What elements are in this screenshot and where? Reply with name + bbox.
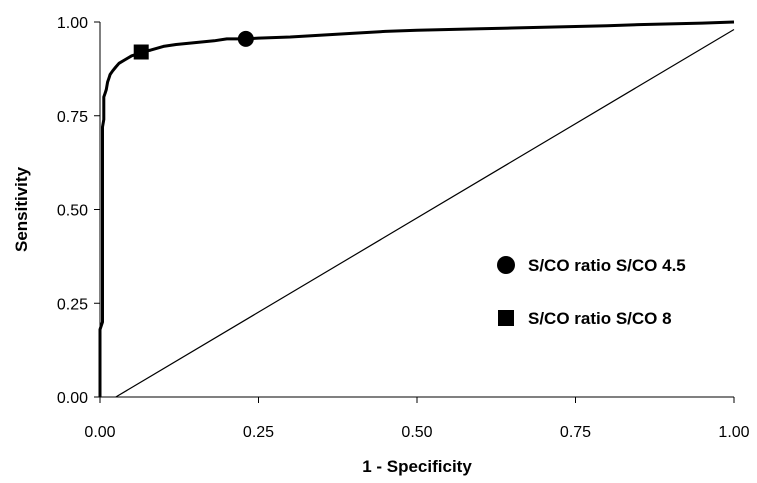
- x-tick-label: 0.50: [401, 424, 432, 441]
- y-tick-label: 0.75: [57, 109, 88, 126]
- reference-line: [115, 28, 735, 398]
- legend-square-icon: [498, 310, 514, 326]
- marker-layer: [133, 30, 254, 60]
- x-tick-label: 0.25: [243, 424, 274, 441]
- x-axis-title: 1 - Specificity: [362, 457, 472, 476]
- marker-circle: [237, 30, 254, 47]
- y-tick-label: 1.00: [57, 15, 88, 32]
- y-axis-title: Sensitivity: [12, 166, 31, 252]
- legend-label: S/CO ratio S/CO 4.5: [528, 256, 686, 275]
- roc-curve: [98, 20, 735, 397]
- x-tick-label: 0.00: [84, 424, 115, 441]
- y-tick-label: 0.25: [57, 296, 88, 313]
- y-tick-label: 0.50: [57, 203, 88, 220]
- x-tick-label: 1.00: [718, 424, 749, 441]
- series-layer: [98, 20, 735, 398]
- marker-square: [133, 44, 149, 60]
- axes-layer: 0.00 0.25 0.50 0.75 1.00 0.00 0.25 0.50 0.75 1.00…: [12, 15, 750, 476]
- y-tick-label: 0.00: [57, 390, 88, 407]
- legend-circle-icon: [497, 256, 515, 274]
- legend-label: S/CO ratio S/CO 8: [528, 309, 672, 328]
- x-tick-label: 0.75: [560, 424, 591, 441]
- legend: S/CO ratio S/CO 4.5 S/CO ratio S/CO 8: [497, 256, 686, 328]
